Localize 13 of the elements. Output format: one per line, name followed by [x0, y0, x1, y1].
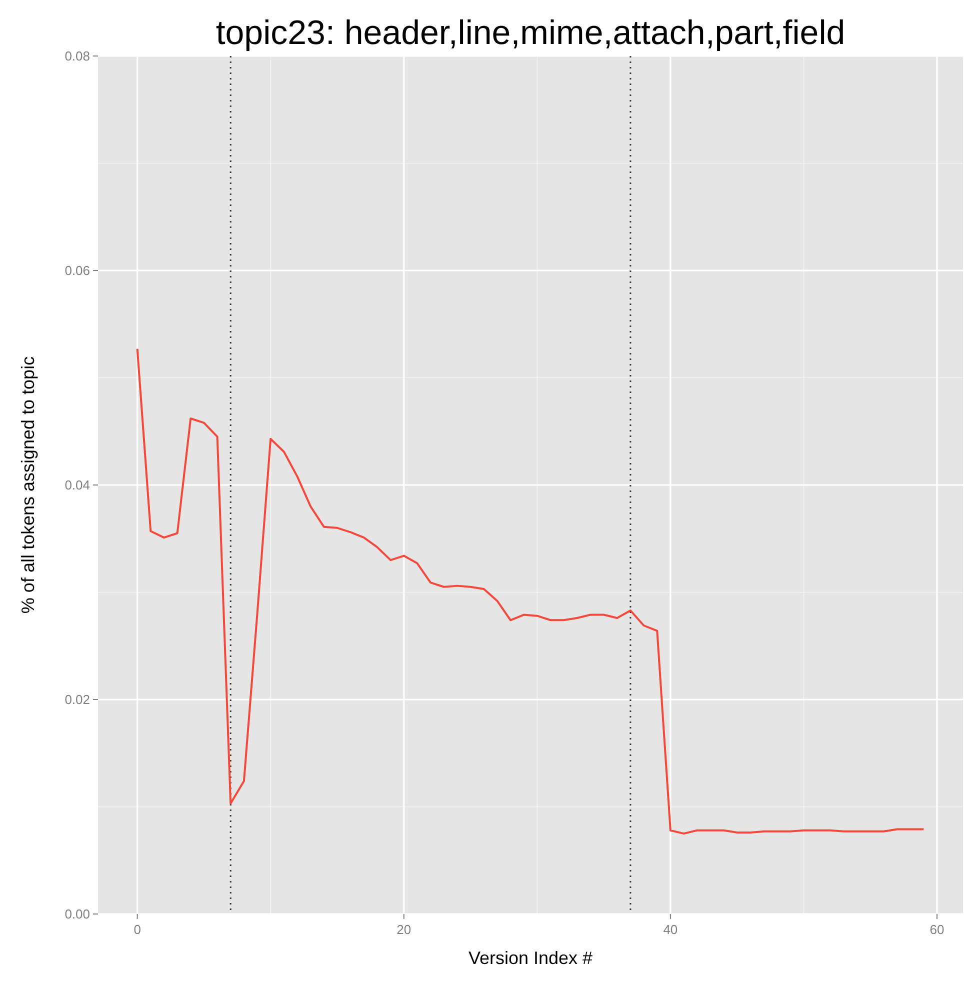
- y-axis-title: % of all tokens assigned to topic: [18, 356, 38, 614]
- y-tick-label: 0.00: [64, 906, 90, 922]
- x-axis-title: Version Index #: [468, 948, 593, 968]
- x-tick-label: 20: [396, 922, 412, 937]
- y-tick-label: 0.04: [64, 478, 90, 492]
- y-tick-label: 0.06: [64, 263, 90, 278]
- y-tick-label: 0.02: [64, 692, 90, 707]
- x-tick-label: 40: [663, 922, 678, 937]
- chart-title: topic23: header,line,mime,attach,part,field: [216, 14, 846, 52]
- x-tick-label: 60: [930, 922, 944, 937]
- x-tick-label: 0: [134, 922, 141, 937]
- y-tick-label: 0.08: [64, 48, 90, 64]
- line-series: [136, 348, 925, 835]
